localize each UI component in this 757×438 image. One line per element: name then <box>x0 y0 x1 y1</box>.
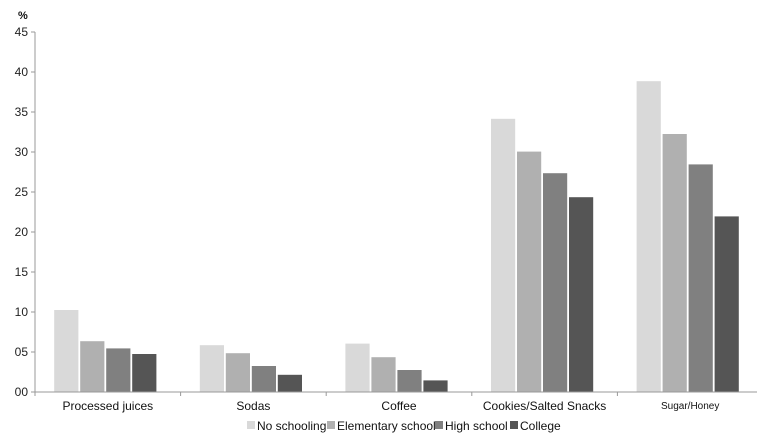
y-tick-label: 40 <box>15 65 29 79</box>
x-category-label: Sodas <box>236 399 270 413</box>
bar-no-schooling-coffee <box>344 342 371 393</box>
legend-label: High school <box>445 419 508 433</box>
bar-high-school-cookies-salted-snacks <box>542 172 568 393</box>
bar-elementary-school-sugar-honey <box>661 133 688 393</box>
bar-high-school-processed-juices <box>105 347 132 393</box>
bar-college-coffee <box>422 379 449 393</box>
bar-no-schooling-processed-juices <box>53 309 80 393</box>
legend: No schooling Elementary school High school… <box>247 419 561 433</box>
bar-elementary-school-processed-juices <box>79 340 106 393</box>
legend-swatch <box>327 421 335 429</box>
x-category-label: Cookies/Salted Snacks <box>483 399 606 413</box>
y-axis-ticks: 00 05 10 15 20 25 30 35 40 45 <box>15 25 35 399</box>
legend-swatch <box>247 421 255 429</box>
y-tick-label: 05 <box>15 345 29 359</box>
y-tick-label: 00 <box>15 385 29 399</box>
bar-no-schooling-sodas <box>198 344 225 393</box>
bar-high-school-sodas <box>250 365 277 393</box>
legend-label: Elementary school <box>337 419 436 433</box>
y-axis-unit-label: % <box>18 10 28 22</box>
bar-college-sugar-honey <box>713 215 740 393</box>
legend-label: No schooling <box>257 419 326 433</box>
x-category-label: Coffee <box>381 399 416 413</box>
y-tick-label: 45 <box>15 25 29 39</box>
legend-label: College <box>520 419 561 433</box>
y-tick-label: 10 <box>15 305 29 319</box>
y-tick-label: 15 <box>15 265 29 279</box>
legend-swatch <box>435 421 443 429</box>
y-tick-label: 30 <box>15 145 29 159</box>
bars <box>53 80 740 393</box>
bar-college-processed-juices <box>131 353 158 393</box>
x-category-label: Sugar/Honey <box>661 401 719 412</box>
bar-elementary-school-coffee <box>370 356 397 393</box>
x-axis-labels: Processed juices Sodas Coffee Cookies/Salte… <box>34 392 719 413</box>
bar-high-school-sugar-honey <box>687 163 714 393</box>
bar-no-schooling-cookies-salted-snacks <box>490 118 517 393</box>
y-tick-label: 35 <box>15 105 29 119</box>
x-category-label: Processed juices <box>62 399 153 413</box>
bar-high-school-coffee <box>396 369 423 393</box>
bar-college-cookies-salted-snacks <box>568 196 594 393</box>
legend-swatch <box>510 421 518 429</box>
y-tick-label: 25 <box>15 185 29 199</box>
y-tick-label: 20 <box>15 225 29 239</box>
bar-elementary-school-sodas <box>224 352 251 393</box>
bar-no-schooling-sugar-honey <box>635 80 662 393</box>
bar-college-sodas <box>276 373 303 393</box>
bar-elementary-school-cookies-salted-snacks <box>516 150 542 393</box>
